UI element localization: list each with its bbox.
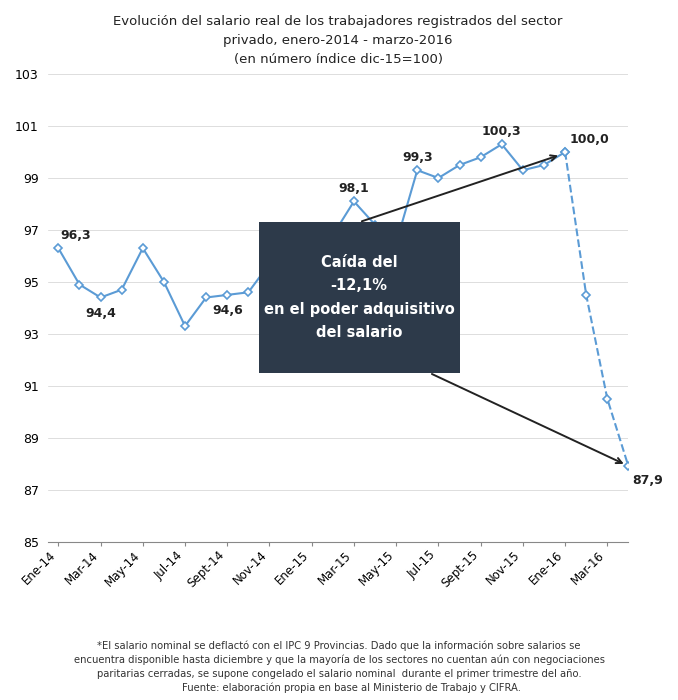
Text: *El salario nominal se deflactó con el IPC 9 Provincias. Dado que la información: *El salario nominal se deflactó con el I… xyxy=(73,640,605,693)
FancyBboxPatch shape xyxy=(259,222,460,373)
Text: Caída del
-12,1%
en el poder adquisitivo
del salario: Caída del -12,1% en el poder adquisitivo… xyxy=(264,255,454,340)
Text: 94,6: 94,6 xyxy=(212,304,243,317)
Text: 98,1: 98,1 xyxy=(338,182,370,195)
Text: 100,3: 100,3 xyxy=(482,125,521,138)
Text: 99,3: 99,3 xyxy=(402,150,433,164)
Text: 96,3: 96,3 xyxy=(60,229,91,241)
Title: Evolución del salario real de los trabajadores registrados del sector
privado, e: Evolución del salario real de los trabaj… xyxy=(113,15,563,66)
Text: 100,0: 100,0 xyxy=(570,132,609,146)
Text: 94,4: 94,4 xyxy=(85,307,116,320)
Text: 87,9: 87,9 xyxy=(633,474,663,487)
